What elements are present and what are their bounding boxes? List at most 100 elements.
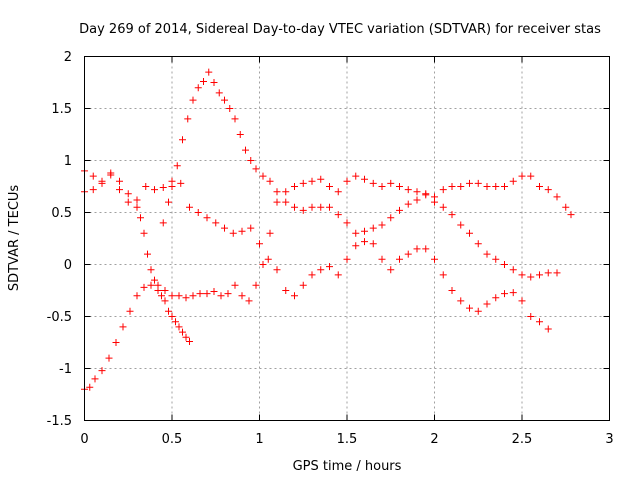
data-point-track-b — [567, 211, 575, 219]
data-point-track-a — [133, 196, 141, 204]
data-point-track-b — [369, 179, 377, 187]
data-point-track-b — [98, 367, 106, 375]
data-point-track-d — [226, 105, 234, 112]
data-point-track-a — [378, 255, 386, 263]
data-point-track-d — [404, 200, 412, 208]
data-point-track-a — [212, 219, 220, 227]
data-point-track-a — [151, 186, 158, 194]
data-point-track-b — [308, 177, 316, 185]
data-point-track-d — [553, 269, 561, 277]
data-point-track-d — [387, 214, 395, 222]
data-point-track-a — [291, 292, 298, 300]
data-point-track-b — [352, 172, 360, 180]
data-point-track-b — [119, 323, 127, 331]
data-point-track-a — [474, 307, 482, 315]
x-axis-label: GPS time / hours — [293, 459, 402, 474]
data-point-track-a — [544, 325, 552, 333]
data-point-track-d — [159, 219, 167, 227]
data-point-track-a — [457, 297, 465, 305]
data-point-track-c — [179, 328, 186, 336]
data-point-track-c — [186, 337, 193, 345]
data-point-track-c — [98, 177, 106, 185]
data-point-track-d — [439, 203, 447, 211]
data-point-track-b — [457, 183, 465, 190]
data-point-track-b — [334, 188, 342, 196]
data-point-track-b — [168, 292, 176, 300]
data-point-track-b — [553, 193, 561, 201]
data-point-track-a — [194, 209, 202, 216]
data-point-track-b — [562, 203, 570, 211]
y-tick-label: 1 — [64, 154, 72, 169]
data-point-track-c — [124, 198, 132, 206]
data-point-track-d — [334, 211, 342, 219]
data-point-track-b — [291, 183, 298, 190]
x-tick-label: 2.5 — [512, 432, 533, 447]
data-point-track-d — [474, 240, 482, 248]
data-point-track-d — [326, 203, 333, 211]
data-point-track-b — [501, 183, 508, 190]
data-point-track-d — [215, 89, 223, 97]
data-point-track-c — [116, 186, 123, 194]
data-point-track-a — [422, 245, 430, 253]
data-point-track-d — [291, 203, 298, 211]
data-point-track-b — [182, 294, 190, 302]
x-tick-label: 1.5 — [337, 432, 358, 447]
data-point-track-d — [536, 271, 543, 279]
data-point-track-b — [361, 175, 368, 183]
data-point-track-b — [474, 179, 482, 187]
data-point-track-b — [161, 287, 169, 294]
data-point-track-d — [173, 162, 181, 170]
data-point-track-d — [236, 131, 244, 138]
data-point-track-c — [137, 214, 144, 222]
data-point-track-d — [266, 177, 274, 185]
x-tick-label: 1 — [255, 432, 263, 447]
data-point-track-d — [492, 255, 500, 263]
data-point-track-a — [308, 271, 316, 279]
data-point-track-b — [266, 229, 274, 237]
data-point-track-b — [140, 283, 148, 291]
data-point-track-a — [361, 238, 368, 246]
data-point-track-c — [107, 171, 115, 179]
data-point-track-d — [299, 206, 307, 214]
data-point-track-a — [299, 281, 307, 289]
data-point-track-b — [259, 261, 267, 268]
y-axis-label: SDTVAR / TECUs — [7, 185, 22, 292]
y-tick-labels: -1.5 -1 -0.5 0 0.5 1 1.5 2 — [47, 50, 72, 429]
data-point-track-b — [466, 179, 473, 187]
data-point-track-d — [466, 229, 473, 237]
data-point-track-b — [203, 290, 211, 298]
data-point-track-c — [89, 186, 97, 194]
data-point-track-b — [544, 186, 552, 194]
data-point-track-a — [186, 203, 193, 211]
x-tick-label: 3 — [605, 432, 613, 447]
data-point-track-d — [200, 77, 207, 85]
data-point-track-d — [189, 96, 197, 104]
data-point-track-d — [242, 146, 249, 154]
data-point-track-d — [231, 115, 239, 123]
data-point-track-b — [404, 186, 412, 194]
data-point-track-c — [168, 313, 176, 320]
data-point-track-d — [210, 79, 218, 86]
data-point-track-b — [86, 383, 94, 391]
data-point-track-a — [334, 271, 342, 279]
data-point-track-d — [483, 250, 491, 258]
data-point-track-d — [457, 221, 465, 229]
data-point-track-d — [165, 198, 172, 206]
data-point-track-c — [158, 292, 165, 300]
data-point-track-d — [247, 157, 255, 164]
data-point-track-c — [182, 333, 190, 341]
data-point-track-d — [422, 191, 430, 199]
data-point-track-d — [527, 273, 535, 281]
data-point-track-a — [124, 190, 132, 198]
data-point-track-a — [369, 240, 377, 248]
data-point-track-d — [544, 269, 552, 277]
data-point-track-d — [273, 188, 281, 196]
data-point-track-d — [509, 266, 517, 274]
data-point-track-b — [326, 183, 333, 190]
data-point-track-d — [252, 165, 260, 173]
data-point-track-a — [343, 255, 351, 263]
y-tick-label: -1.5 — [47, 414, 72, 429]
data-point-track-d — [221, 96, 228, 104]
data-point-track-a — [203, 214, 211, 222]
data-point-track-a — [387, 266, 395, 274]
